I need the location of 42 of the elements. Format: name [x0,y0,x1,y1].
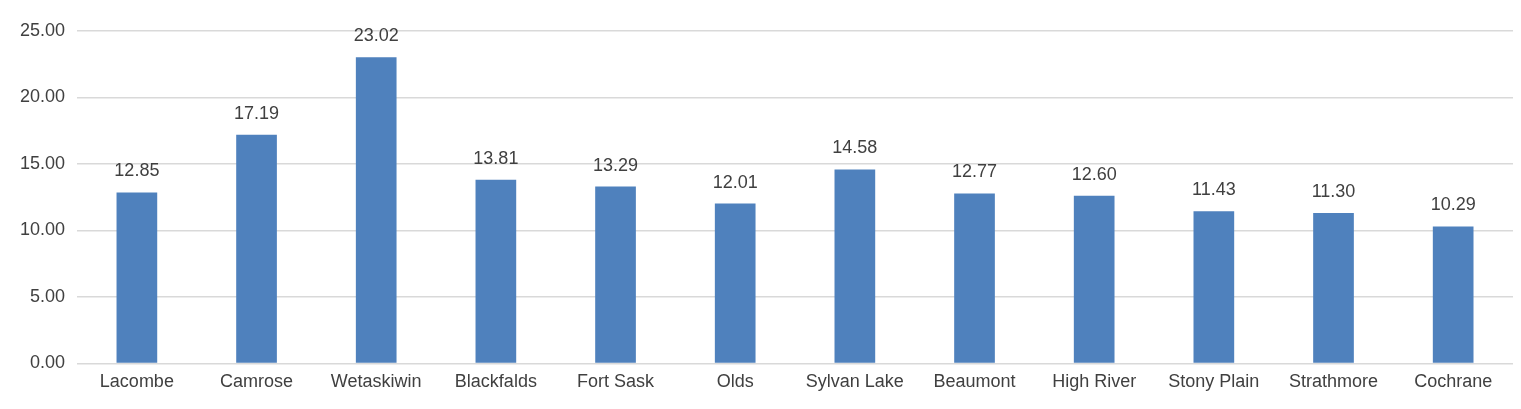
data-label: 12.85 [114,160,160,181]
bar [954,193,995,363]
y-tick-label: 10.00 [20,219,66,240]
data-label: 13.29 [593,154,639,175]
bar [1193,211,1235,363]
data-label: 17.19 [234,102,280,123]
x-tick-label: Camrose [220,371,294,392]
data-label: 23.02 [353,25,399,46]
y-tick-label: 0.00 [30,352,66,373]
data-label: 12.77 [951,161,998,182]
data-label: 12.01 [712,171,758,192]
bar [1313,213,1354,363]
x-tick-label: Cochrane [1414,371,1493,392]
x-tick-label: Wetaskiwin [330,371,422,392]
bar [475,179,517,363]
bar [355,57,397,363]
x-tick-label: Beaumont [933,371,1016,392]
x-tick-label: Strathmore [1288,371,1379,392]
y-tick-label: 5.00 [30,285,66,306]
x-tick-label: Stony Plain [1168,371,1260,392]
data-label: 12.60 [1071,163,1117,184]
bar [1073,195,1115,363]
bar [714,203,756,363]
x-tick-label: Lacombe [99,371,174,392]
data-label: 14.58 [832,137,878,158]
bar [236,134,277,363]
y-tick-label: 20.00 [20,86,66,107]
bar [595,186,636,363]
bar [116,192,158,363]
y-tick-label: 15.00 [20,152,66,173]
x-tick-label: Blackfalds [454,371,537,392]
data-label: 13.81 [473,147,519,168]
y-tick-label: 25.00 [20,19,66,40]
x-tick-label: Fort Sask [577,371,656,392]
x-tick-label: Sylvan Lake [805,371,904,392]
data-label: 11.30 [1311,181,1356,202]
data-label: 11.43 [1191,179,1236,200]
bar [834,169,876,363]
bar [1432,226,1474,363]
x-tick-label: Olds [716,371,754,392]
x-tick-label: High River [1052,371,1137,392]
data-label: 10.29 [1430,194,1476,215]
